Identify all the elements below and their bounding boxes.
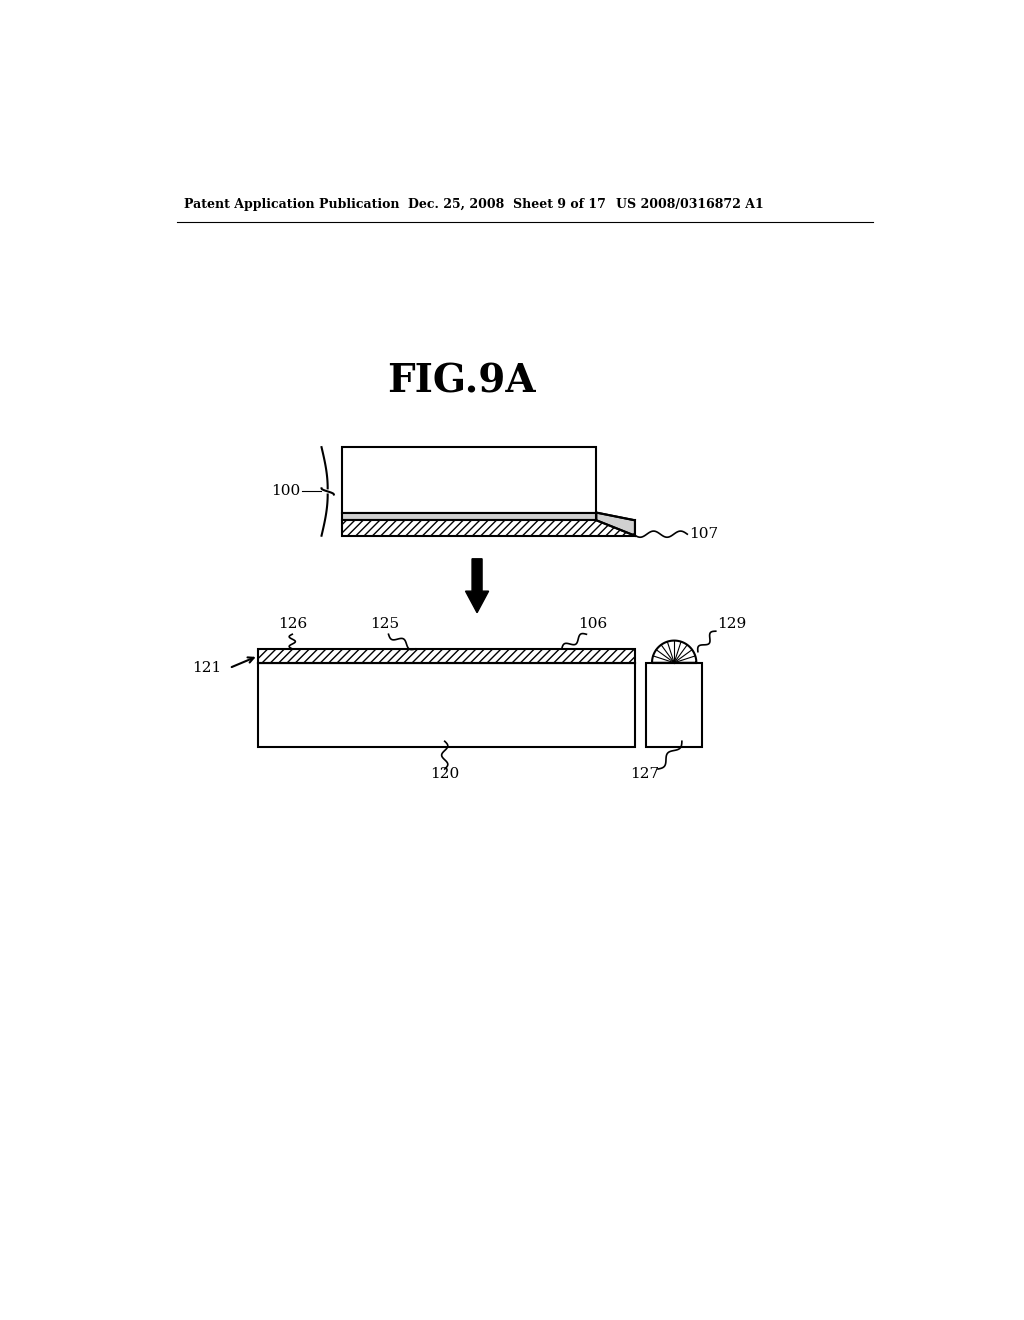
Polygon shape bbox=[342, 520, 635, 536]
Text: 129: 129 bbox=[717, 618, 746, 631]
Text: 121: 121 bbox=[193, 661, 221, 675]
Text: 107: 107 bbox=[689, 527, 718, 541]
Bar bbox=[342, 512, 596, 520]
Polygon shape bbox=[652, 640, 696, 663]
Polygon shape bbox=[466, 558, 488, 612]
Bar bbox=[646, 663, 701, 747]
Text: 106: 106 bbox=[578, 618, 607, 631]
Polygon shape bbox=[596, 512, 635, 536]
Bar bbox=[258, 663, 635, 747]
Text: 127: 127 bbox=[631, 767, 659, 781]
Text: US 2008/0316872 A1: US 2008/0316872 A1 bbox=[615, 198, 764, 211]
Text: Patent Application Publication: Patent Application Publication bbox=[184, 198, 400, 211]
Text: Dec. 25, 2008  Sheet 9 of 17: Dec. 25, 2008 Sheet 9 of 17 bbox=[408, 198, 605, 211]
Text: 125: 125 bbox=[370, 618, 399, 631]
Text: FIG.9A: FIG.9A bbox=[387, 363, 536, 401]
Text: 100: 100 bbox=[270, 484, 300, 499]
Bar bbox=[342, 447, 596, 512]
Text: 126: 126 bbox=[278, 618, 307, 631]
Text: 120: 120 bbox=[430, 767, 460, 781]
Bar bbox=[258, 649, 635, 663]
